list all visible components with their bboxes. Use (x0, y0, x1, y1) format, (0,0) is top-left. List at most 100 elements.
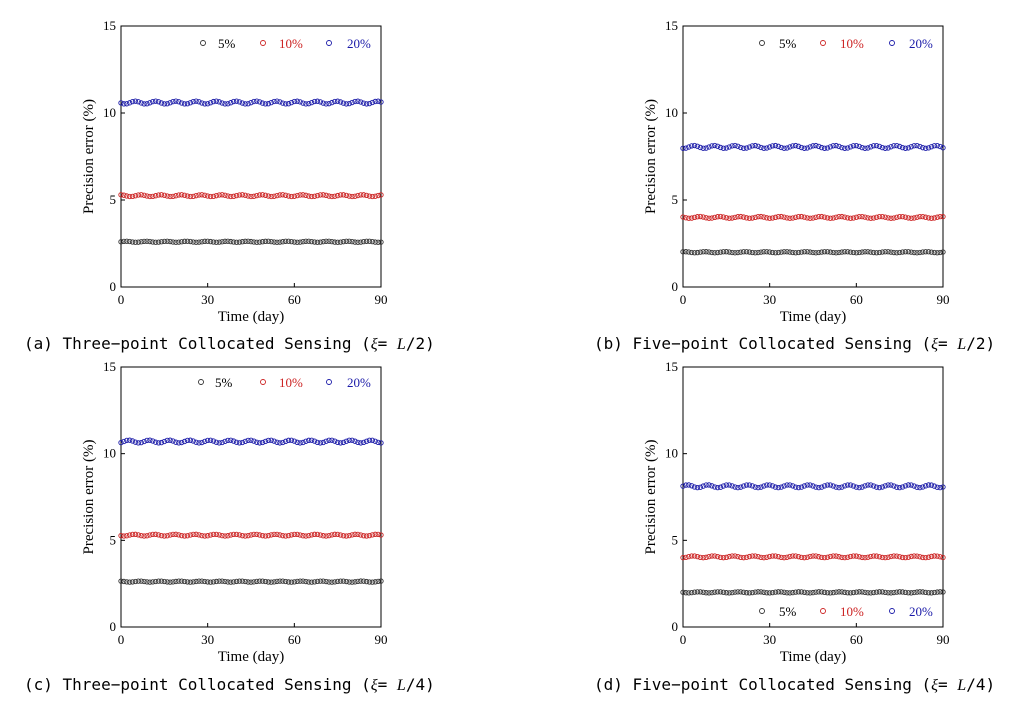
data-point (242, 578, 248, 585)
data-point (285, 437, 292, 443)
data-point (190, 193, 196, 199)
panel-caption: (b) Five−point Collocated Sensing (ξ= L/… (594, 334, 995, 353)
data-point (920, 213, 926, 220)
data-point (179, 578, 185, 584)
data-point (873, 142, 880, 149)
data-point (894, 214, 900, 220)
data-point (723, 590, 729, 596)
data-point (265, 193, 271, 199)
data-point (167, 193, 173, 200)
data-point (842, 145, 848, 151)
data-point (207, 579, 214, 585)
data-point (173, 98, 179, 104)
chart-panel-a: 0 5 10 15 0 30 60 90 Time (day) Precision error (… (24, 18, 435, 353)
data-point (680, 145, 686, 151)
data-point (297, 532, 303, 538)
data-point (925, 554, 932, 560)
data-point (375, 98, 381, 104)
x-axis-label: Time (day) (218, 649, 285, 665)
data-point (824, 482, 831, 488)
data-point (323, 533, 329, 539)
data-point (700, 483, 706, 489)
data-point (141, 238, 147, 244)
data-point (732, 484, 738, 490)
data-point (144, 579, 150, 585)
legend-label: 10% (840, 604, 864, 619)
data-point (337, 192, 344, 198)
data-point (138, 578, 144, 584)
data-point (899, 589, 906, 595)
data-point (703, 482, 709, 488)
data-point (340, 239, 347, 245)
data-point (743, 590, 750, 596)
data-point (853, 484, 859, 490)
data-point (795, 143, 802, 149)
data-point (231, 239, 237, 245)
legend-marker (260, 379, 266, 385)
data-point (300, 578, 306, 584)
data-point (778, 213, 784, 220)
data-point (187, 579, 193, 585)
data-point (170, 438, 176, 444)
data-point (700, 214, 706, 220)
data-point (865, 554, 871, 560)
data-point (819, 554, 825, 561)
data-point (833, 214, 839, 220)
data-point (720, 249, 727, 255)
data-point (132, 98, 139, 104)
data-point (807, 482, 813, 488)
y-tick-label: 5 (672, 192, 679, 207)
data-point (914, 553, 920, 559)
legend-marker (759, 40, 765, 46)
data-point (335, 439, 341, 446)
data-point (824, 590, 831, 596)
data-point (193, 239, 199, 245)
data-point (311, 239, 318, 245)
data-point (138, 100, 144, 106)
data-point (349, 579, 355, 585)
data-point (729, 589, 735, 596)
x-tick-label: 60 (288, 292, 301, 307)
data-point (793, 142, 799, 149)
data-point (236, 578, 243, 584)
data-point (216, 192, 222, 198)
data-point (288, 532, 295, 538)
data-point (228, 579, 234, 585)
data-point (735, 553, 741, 560)
data-point (868, 215, 874, 221)
data-point (717, 144, 724, 151)
data-point (882, 145, 888, 151)
data-point (294, 578, 300, 585)
data-point (923, 483, 929, 489)
data-point (121, 438, 127, 445)
data-point (161, 438, 167, 445)
data-point (738, 554, 744, 561)
data-point (764, 590, 770, 596)
data-point (778, 144, 784, 151)
data-point (784, 145, 790, 151)
data-point (694, 143, 701, 149)
data-point (335, 98, 341, 104)
data-point (320, 578, 326, 584)
data-point (372, 239, 378, 245)
data-point (268, 238, 274, 245)
data-point (343, 238, 349, 244)
data-point (735, 143, 741, 149)
x-tick-label: 60 (288, 632, 301, 647)
data-point (251, 531, 257, 538)
data-point (369, 193, 375, 200)
data-point (937, 143, 943, 150)
data-point (210, 579, 217, 585)
y-tick-label: 10 (103, 446, 116, 461)
data-point (729, 249, 735, 256)
data-point (366, 238, 373, 244)
data-point (254, 192, 260, 199)
data-point (207, 238, 214, 245)
data-point (787, 144, 793, 150)
y-axis-label: Precision error (%) (643, 99, 659, 214)
data-point (132, 239, 139, 245)
data-point (842, 214, 848, 220)
data-point (856, 554, 862, 560)
data-point (772, 589, 779, 595)
data-point (274, 98, 280, 104)
